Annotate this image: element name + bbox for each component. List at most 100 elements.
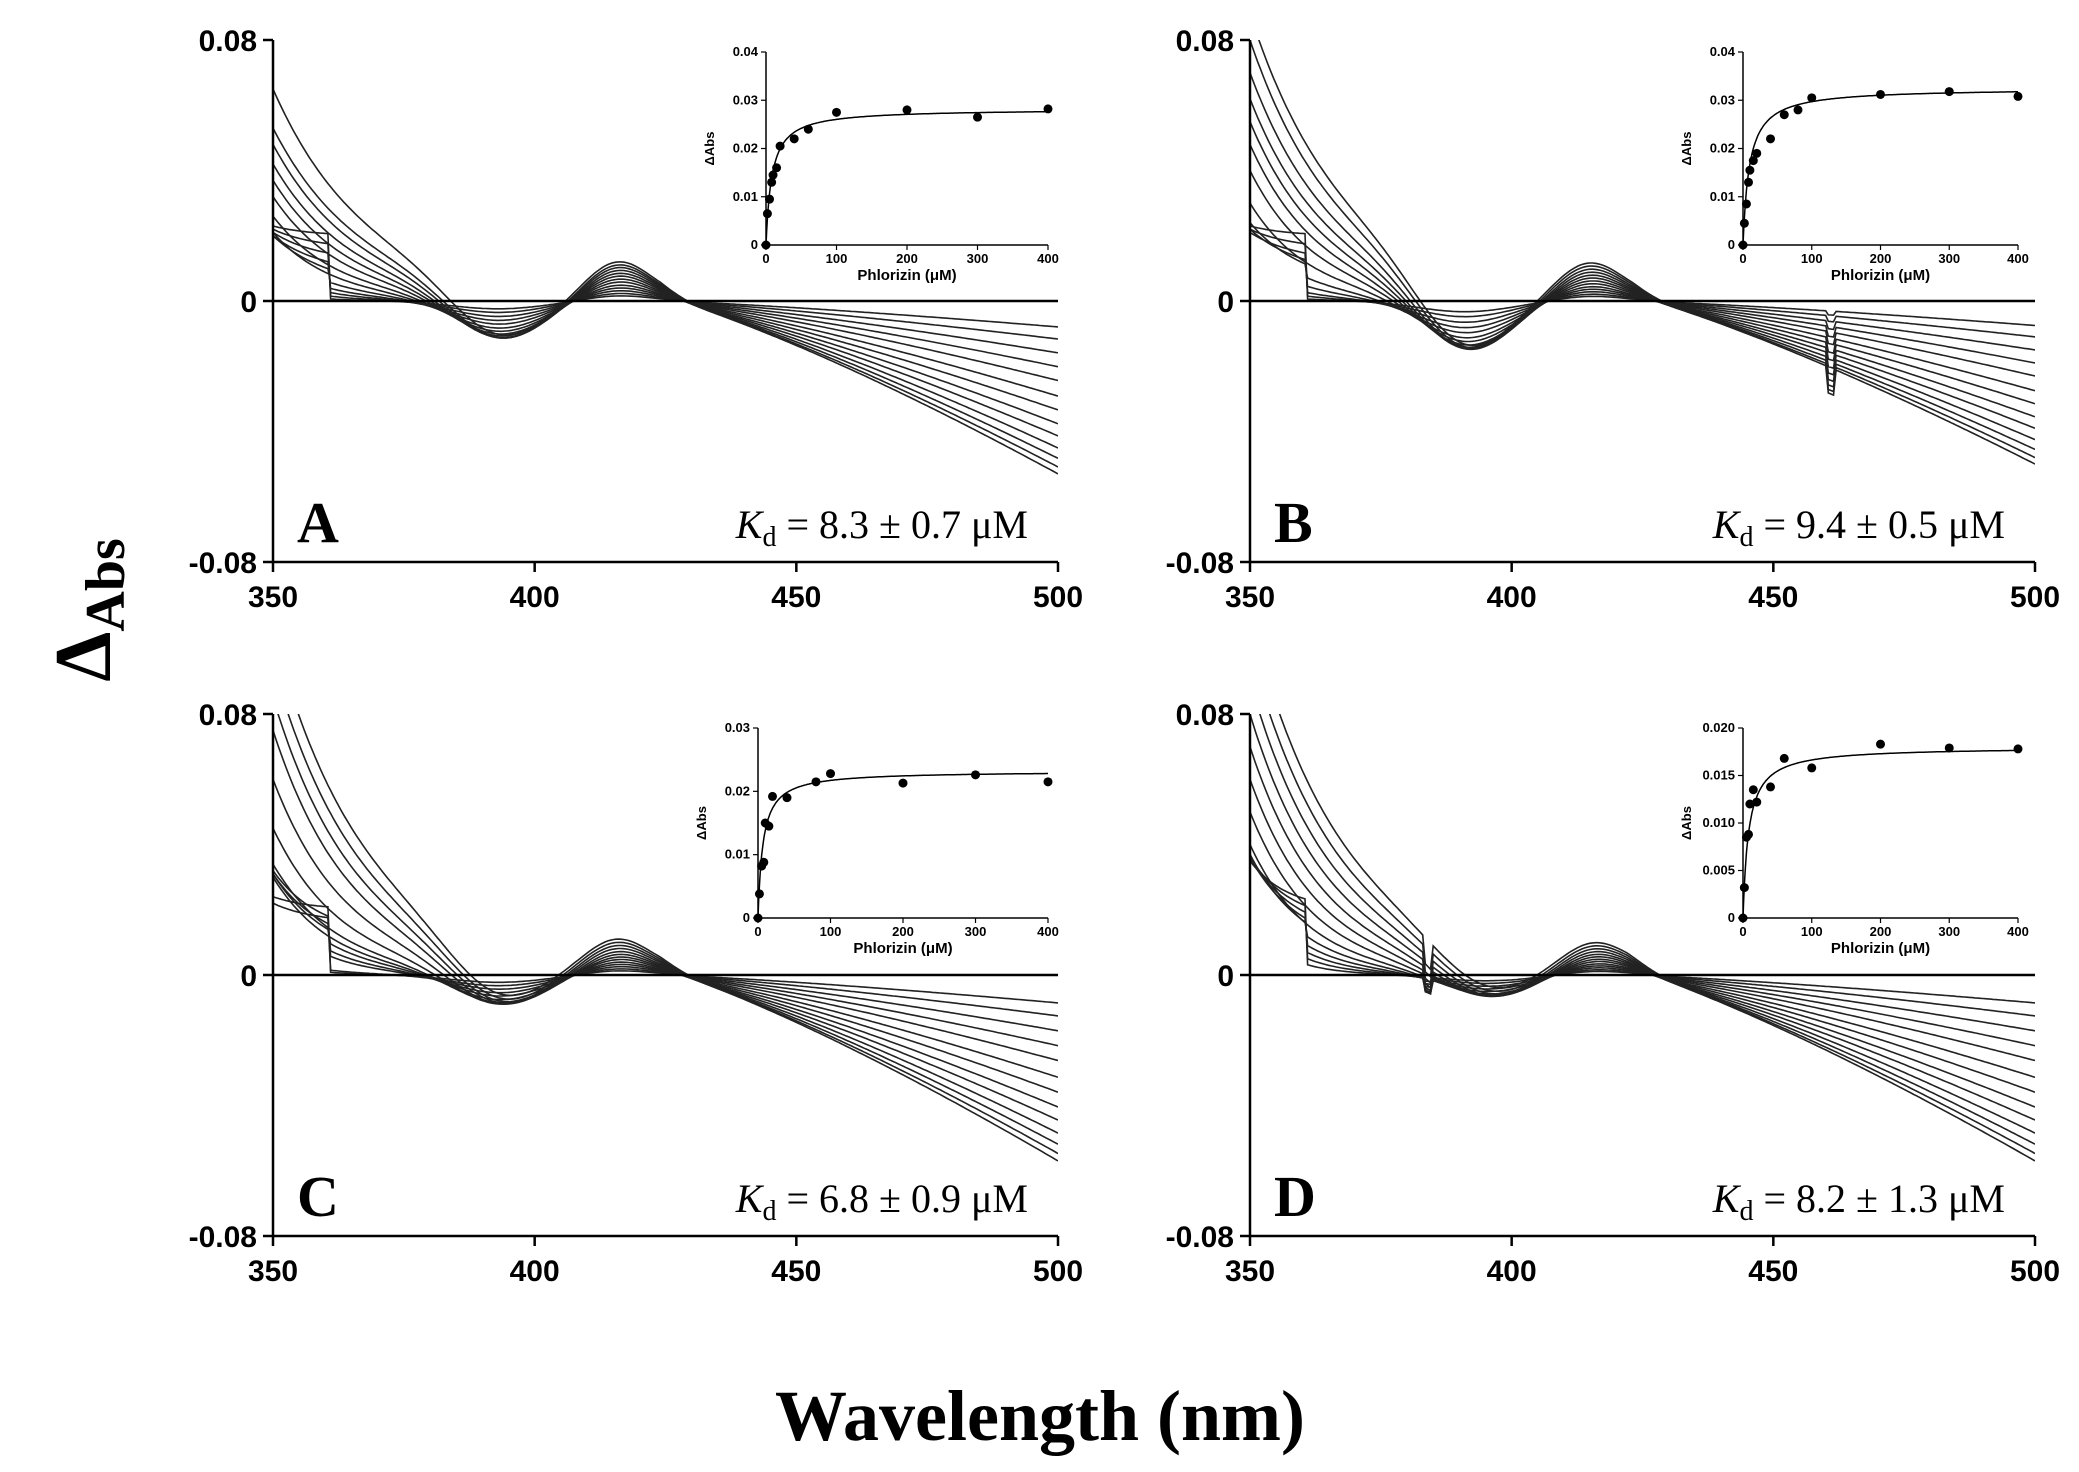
kd-symbol: K — [735, 502, 765, 547]
inset-data-point — [1043, 104, 1053, 114]
kd-value: = 8.2 ± 1.3 μM — [1753, 1176, 2005, 1221]
panel-letter: C — [297, 1164, 339, 1229]
y-tick-label: -0.08 — [1166, 547, 1234, 580]
kd-subscript: d — [1739, 1196, 1753, 1227]
inset-x-tick-label: 200 — [892, 924, 914, 939]
inset-data-point — [754, 889, 764, 899]
inset-y-tick-label: 0 — [1728, 910, 1735, 925]
inset-y-tick-label: 0 — [743, 910, 750, 925]
x-tick-label: 500 — [1033, 1255, 1083, 1288]
inset-data-point — [1744, 177, 1753, 187]
inset-x-tick-label: 200 — [1870, 251, 1892, 266]
spectrum-line — [1258, 40, 2035, 465]
inset-y-tick-label: 0.04 — [1710, 44, 1736, 59]
y-tick-label: 0 — [240, 286, 257, 319]
spectrum-line — [273, 127, 1058, 468]
inset-y-label: ΔAbs — [1679, 806, 1694, 840]
y-axis-label-sub: Abs — [75, 538, 137, 631]
kd-subscript: d — [762, 1196, 776, 1227]
inset-data-point — [762, 209, 772, 219]
inset-data-point — [1738, 240, 1748, 250]
inset-y-tick-label: 0.03 — [1710, 92, 1735, 107]
x-tick-label: 450 — [771, 1255, 821, 1288]
kd-value: = 8.3 ± 0.7 μM — [776, 502, 1028, 547]
inset-data-point — [2013, 744, 2023, 754]
y-tick-label: 0.08 — [199, 699, 257, 732]
inset-data-point — [1779, 753, 1789, 763]
inset-data-point — [768, 170, 778, 180]
inset-data-point — [1752, 148, 1762, 158]
inset-y-tick-label: 0.020 — [1702, 720, 1735, 735]
kd-symbol: K — [1712, 502, 1742, 547]
inset-x-tick-label: 300 — [967, 251, 989, 266]
inset-data-point — [767, 177, 777, 187]
inset-x-tick-label: 200 — [896, 251, 918, 266]
x-tick-label: 400 — [1487, 1255, 1537, 1288]
inset-x-tick-label: 0 — [754, 924, 761, 939]
spectrum-line — [1250, 72, 2035, 451]
inset-y-tick-label: 0.02 — [733, 141, 758, 156]
spectrum-line — [1268, 714, 2035, 1155]
inset-y-tick-label: 0.02 — [1710, 141, 1735, 156]
x-tick-label: 450 — [771, 581, 821, 614]
inset-data-point — [1876, 89, 1885, 99]
inset-x-tick-label: 0 — [762, 251, 769, 266]
x-tick-label: 450 — [1748, 1255, 1798, 1288]
x-tick-label: 450 — [1748, 581, 1798, 614]
inset-data-point — [811, 777, 821, 787]
inset-data-point — [1745, 799, 1755, 809]
inset-x-tick-label: 400 — [1037, 251, 1059, 266]
inset-data-point — [1944, 743, 1954, 753]
inset-data-point — [1739, 218, 1749, 228]
inset-data-point — [832, 107, 841, 117]
spectrum-line — [1250, 714, 2035, 1134]
spectra-traces — [1250, 40, 2035, 465]
inset-x-label: Phlorizin (μM) — [857, 267, 956, 284]
inset-y-tick-label: 0.02 — [725, 783, 750, 798]
inset-data-point — [1043, 777, 1053, 787]
inset-data-point — [1748, 156, 1758, 166]
inset-data-point — [898, 778, 908, 788]
panel-d: 350 400 450 500 0.08 0 -0.08 D Kd = 8.2 ± 1.3 μM… — [1166, 699, 2060, 1288]
inset-y-tick-label: 0.01 — [725, 847, 750, 862]
inset-y-tick-label: 0.005 — [1702, 863, 1735, 878]
inset-data-point — [761, 240, 771, 250]
spectrum-line — [273, 144, 1058, 460]
x-tick-label: 500 — [2010, 581, 2060, 614]
inset-y-tick-label: 0.03 — [725, 720, 750, 735]
inset-x-tick-label: 100 — [820, 924, 842, 939]
inset-data-point — [789, 134, 799, 144]
inset-data-point — [971, 770, 980, 780]
inset-data-point — [765, 194, 775, 204]
panel-c: 350 400 450 500 0.08 0 -0.08 C Kd = 6.8 ± 0.9 μM… — [189, 699, 1083, 1288]
inset: 0 100 200 300 400 0 0.01 0.02 0.03 0.04 Phlorizin … — [702, 44, 1059, 284]
y-tick-label: -0.08 — [189, 547, 257, 580]
inset-data-point — [1739, 883, 1749, 893]
spectrum-line — [1250, 746, 2035, 1121]
inset-y-tick-label: 0 — [751, 237, 758, 252]
inset-data-point — [902, 105, 912, 115]
y-tick-label: 0 — [1217, 286, 1234, 319]
kd-subscript: d — [1739, 522, 1753, 553]
inset-fit-curve — [757, 772, 1048, 919]
inset-data-point — [1944, 87, 1954, 97]
spectrum-line — [1250, 860, 2035, 1004]
inset-x-tick-label: 300 — [1938, 251, 1960, 266]
inset-data-point — [2013, 91, 2023, 101]
spectra-traces — [1250, 714, 2035, 1162]
x-tick-label: 350 — [1225, 1255, 1275, 1288]
y-tick-label: 0.08 — [199, 25, 257, 58]
spectrum-line — [287, 714, 1058, 1155]
inset: 0 100 200 300 400 0 0.01 0.02 0.03 Phlorizin (μM)… — [694, 720, 1059, 957]
kd-annotation: Kd = 8.3 ± 0.7 μM — [735, 502, 1028, 553]
panel-letter: B — [1274, 490, 1313, 555]
spectra-traces — [273, 714, 1058, 1162]
spectrum-line — [1250, 144, 2035, 418]
spectrum-line — [273, 873, 1058, 1062]
inset-y-tick-label: 0 — [1728, 237, 1735, 252]
inset-data-point — [1807, 93, 1817, 103]
inset: 0 100 200 300 400 0 0.01 0.02 0.03 0.04 Phlorizin … — [1679, 44, 2029, 284]
inset-data-point — [1779, 110, 1789, 120]
spectrum-line — [273, 196, 1058, 425]
